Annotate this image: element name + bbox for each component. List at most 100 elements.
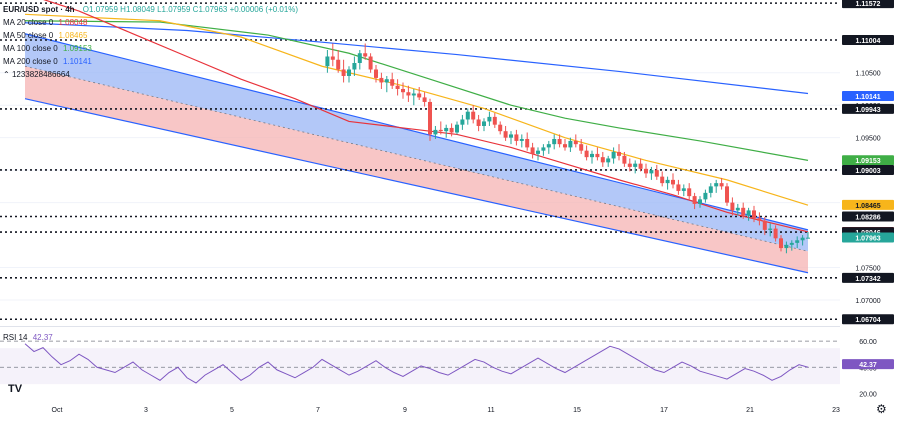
candle-body — [417, 93, 422, 98]
candle — [417, 87, 422, 101]
candle-body — [336, 59, 341, 70]
candle — [784, 241, 789, 254]
y-tick-label: 1.07500 — [855, 266, 880, 273]
channel-upper-fill — [25, 33, 808, 252]
candle-body — [692, 196, 697, 204]
indicator-row-ma20[interactable]: MA 20 close 0 1.08048 — [3, 17, 87, 28]
candle — [752, 205, 756, 223]
candle-body — [498, 124, 503, 132]
indicator-row-ma100[interactable]: MA 100 close 0 1.09153 — [3, 43, 92, 54]
rsi-legend[interactable]: RSI 14 42.37 — [3, 333, 53, 342]
price-tag — [842, 91, 894, 102]
x-tick-label: 15 — [573, 407, 581, 414]
price-tag-label: 1.08286 — [855, 215, 880, 222]
y-tick-label: 1.10500 — [855, 71, 880, 78]
candle-body — [552, 138, 557, 145]
ohlc-readout: O1.07959 H1.08049 L1.07959 C1.07963 +0.0… — [82, 5, 299, 14]
candle — [627, 158, 632, 172]
candle — [671, 173, 675, 189]
symbol-label[interactable]: EUR/USD spot · 4h — [3, 5, 75, 14]
candle-body — [762, 220, 767, 230]
candle — [692, 192, 697, 210]
candle-body — [644, 168, 648, 174]
candle-body — [449, 127, 454, 133]
candle-body — [374, 69, 378, 78]
volume-row[interactable]: ⌃ 1233828486664 — [3, 69, 70, 80]
candle-body — [476, 119, 481, 126]
candle — [449, 123, 454, 137]
candle — [341, 59, 346, 83]
x-tick-label: 9 — [403, 407, 407, 414]
candle — [703, 189, 708, 203]
candle-body — [519, 138, 524, 141]
candle-body — [611, 151, 616, 159]
candle — [465, 108, 470, 125]
candle-body — [660, 176, 665, 184]
candle-body — [622, 155, 627, 164]
settings-gear-icon[interactable]: ⚙ — [876, 402, 887, 416]
candle-body — [714, 183, 719, 187]
candle-body — [357, 53, 362, 63]
candle — [779, 235, 783, 252]
collapse-icon[interactable]: ⌃ — [3, 70, 10, 79]
candle-body — [687, 188, 692, 197]
indicator-row-ma200[interactable]: MA 200 close 0 1.10141 — [3, 56, 92, 67]
candle-body — [633, 163, 638, 167]
candle-body — [719, 183, 724, 187]
ma-line — [24, 20, 809, 161]
candle — [379, 72, 384, 89]
candle — [660, 171, 665, 187]
price-tag-label: 1.10141 — [855, 94, 880, 101]
candle — [492, 112, 497, 128]
candle-body — [444, 127, 449, 132]
candle — [757, 212, 762, 226]
candle — [390, 72, 395, 89]
tradingview-logo-icon: TV — [8, 383, 23, 395]
price-tag-label: 1.07963 — [855, 235, 880, 242]
candle — [336, 50, 341, 73]
candle-body — [541, 147, 546, 151]
candle-body — [438, 129, 443, 132]
horizontal-levels — [0, 2, 840, 321]
candle — [363, 43, 368, 60]
x-tick-label: 23 — [832, 407, 840, 414]
candle-body — [627, 163, 632, 167]
candle-body — [487, 116, 492, 122]
candle-body — [422, 97, 427, 102]
candle-body — [460, 119, 465, 125]
candle — [541, 144, 546, 156]
indicator-row-ma50[interactable]: MA 50 close 0 1.08465 — [3, 30, 87, 41]
price-tag — [842, 314, 894, 325]
candle-body — [654, 170, 659, 177]
symbol-header: EUR/USD spot · 4h O1.07959 H1.08049 L1.0… — [3, 4, 298, 15]
price-tag — [842, 211, 894, 222]
candle — [487, 111, 492, 126]
time-axis: Oct 3 5 7 9 11 15 17 21 23 — [0, 401, 840, 417]
candle — [687, 183, 692, 200]
candle — [374, 64, 378, 83]
candle-body — [676, 184, 681, 191]
candle — [768, 223, 773, 237]
price-tag-label: 1.09943 — [855, 107, 880, 114]
candle — [552, 134, 557, 150]
candle-body — [573, 140, 578, 145]
candle — [735, 203, 740, 216]
price-tag — [842, 155, 894, 166]
candle-body — [584, 150, 589, 158]
rsi-tick-label: 20.00 — [859, 391, 877, 398]
candle — [773, 225, 778, 242]
candle-body — [568, 140, 573, 148]
time-axis-bg — [0, 401, 840, 417]
candle-body — [784, 244, 789, 249]
candle — [795, 236, 800, 249]
candle-body — [752, 210, 756, 219]
candle — [384, 75, 389, 93]
candle — [330, 43, 335, 67]
candle — [676, 179, 681, 195]
y-tick-label: 1.09500 — [855, 136, 880, 143]
candle — [536, 147, 540, 161]
candle-body — [352, 62, 357, 70]
candle-body — [725, 186, 729, 203]
